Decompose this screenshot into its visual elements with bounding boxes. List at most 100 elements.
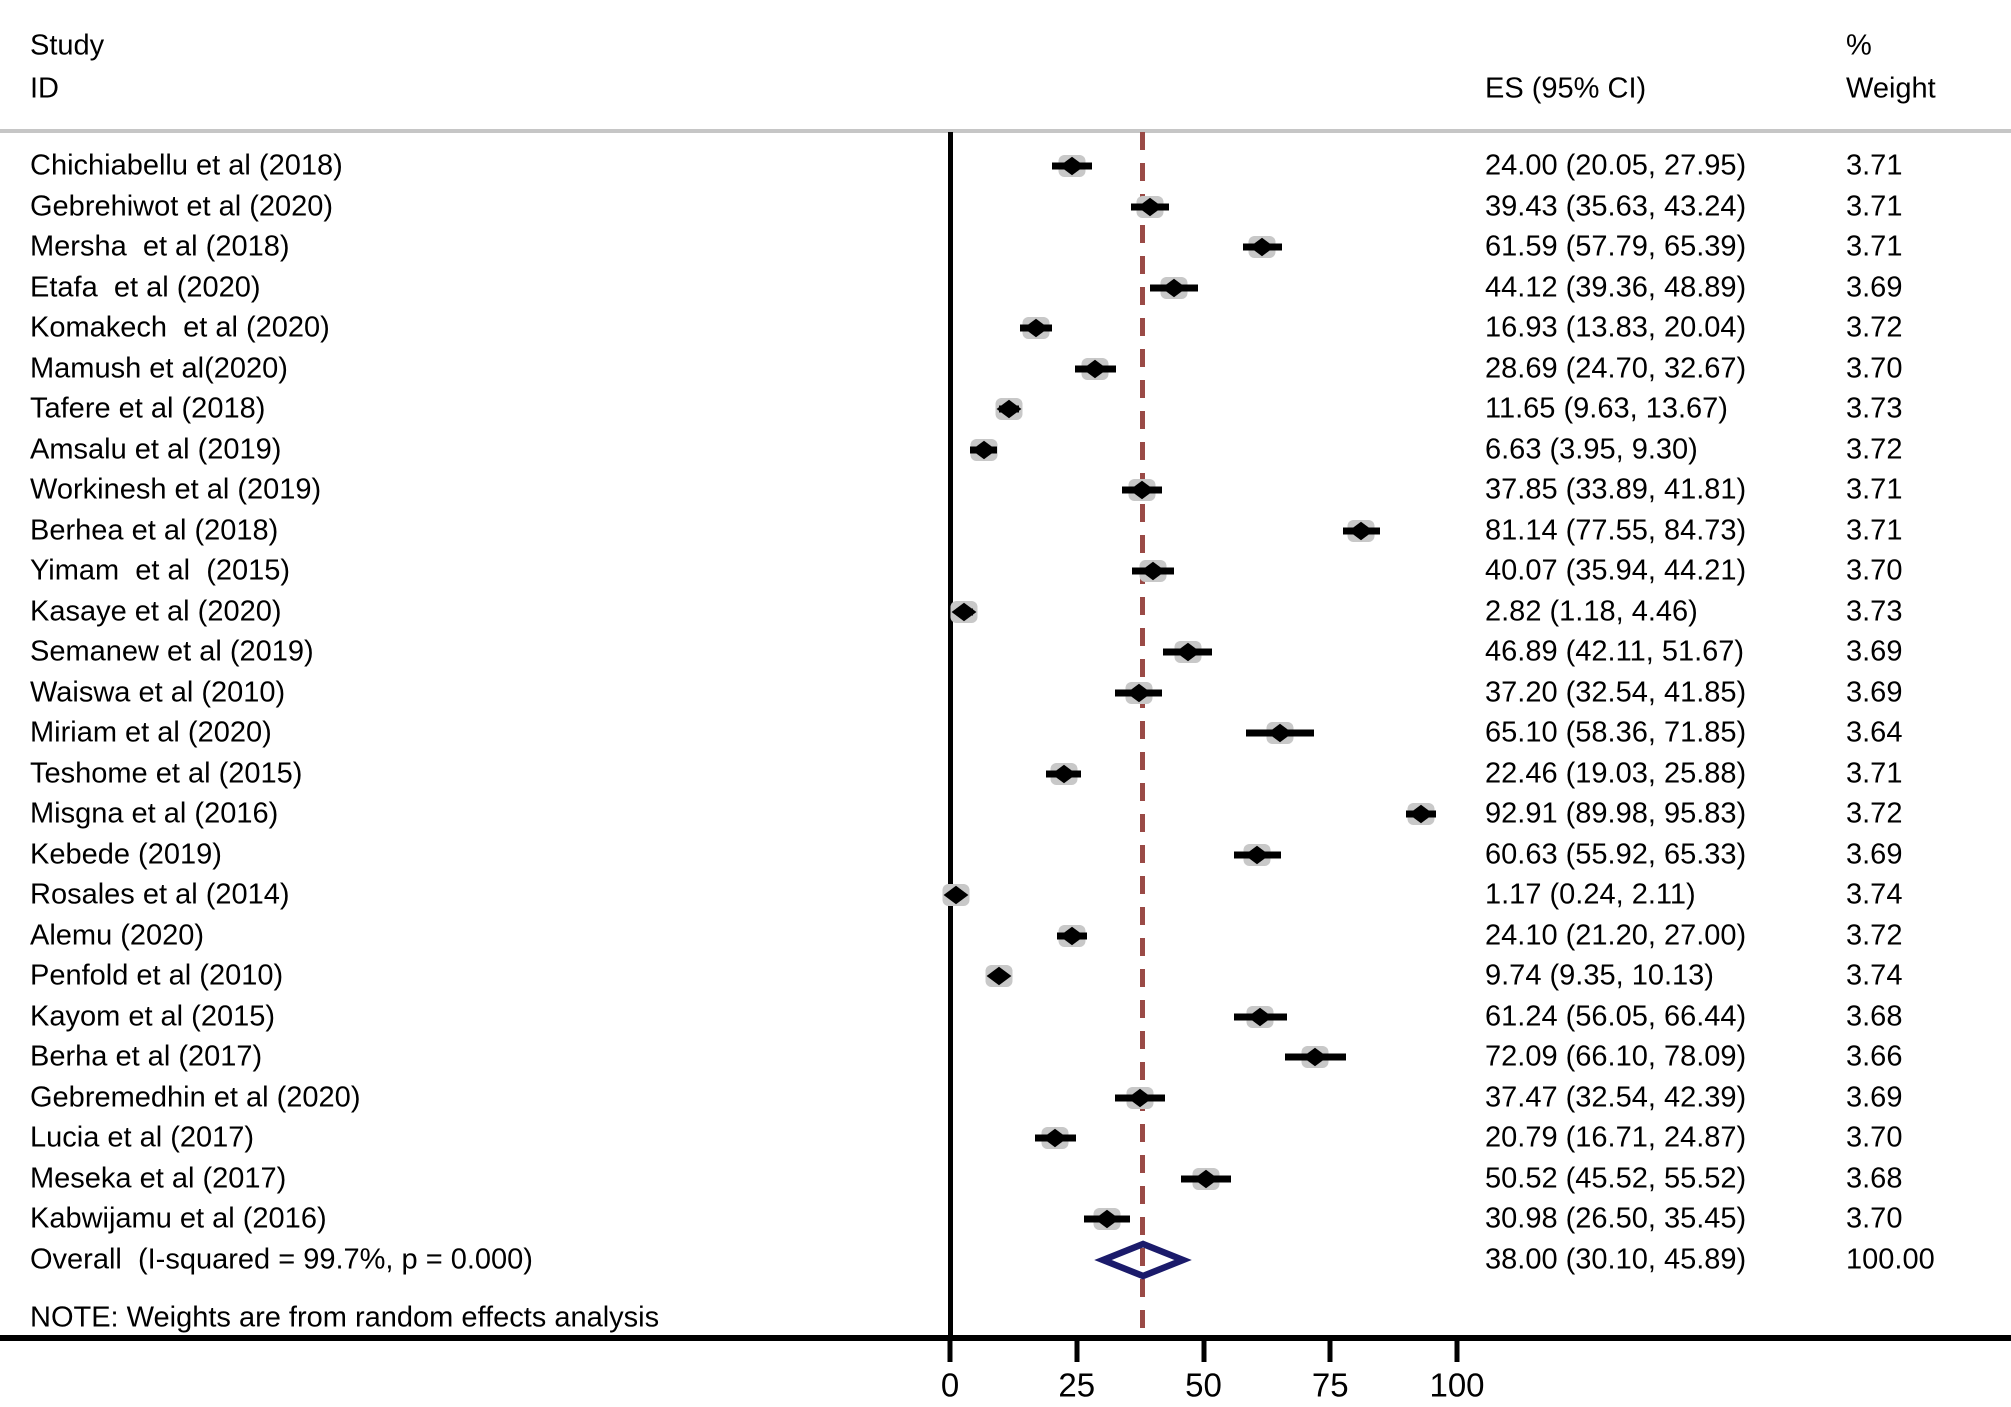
overall-es-ci-value: 38.00 (30.10, 45.89) (1485, 1243, 1747, 1276)
weight-value: 3.69 (1846, 271, 1903, 303)
es-ci-value: 28.69 (24.70, 32.67) (1485, 352, 1747, 384)
es-ci-value: 11.65 (9.63, 13.67) (1485, 392, 1728, 425)
weight-value: 3.73 (1846, 392, 1903, 425)
es-ci-value: 72.09 (66.10, 78.09) (1485, 1040, 1747, 1073)
es-ci-value: 16.93 (13.83, 20.04) (1485, 311, 1747, 344)
weight-value: 3.70 (1846, 554, 1903, 587)
column-header-study-line2: ID (30, 72, 59, 105)
x-axis-tick (1074, 1341, 1080, 1362)
es-ci-value: 9.74 (9.35, 10.13) (1485, 959, 1714, 992)
es-ci-value: 50.52 (45.52, 55.52) (1485, 1162, 1747, 1194)
reference-dashed-line (1140, 132, 1146, 1335)
es-ci-value: 24.00 (20.05, 27.95) (1485, 149, 1747, 182)
study-id-label: Berha et al (2017) (30, 1040, 263, 1073)
es-ci-value: 37.20 (32.54, 41.85) (1485, 676, 1747, 708)
x-axis-line (0, 1335, 2011, 1341)
study-id-label: Mersha et al (2018) (30, 230, 290, 263)
weight-value: 3.73 (1846, 595, 1903, 627)
weight-value: 3.71 (1846, 514, 1903, 546)
x-axis-tick (1327, 1341, 1333, 1362)
study-id-label: Komakech et al (2020) (30, 311, 330, 344)
study-id-label: Chichiabellu et al (2018) (30, 149, 343, 182)
weight-value: 3.71 (1846, 757, 1903, 789)
weight-value: 3.71 (1846, 230, 1903, 263)
es-ci-value: 40.07 (35.94, 44.21) (1485, 554, 1747, 587)
es-ci-value: 81.14 (77.55, 84.73) (1485, 514, 1747, 546)
es-ci-value: 39.43 (35.63, 43.24) (1485, 190, 1747, 222)
study-id-label: Kayom et al (2015) (30, 1000, 276, 1032)
study-id-label: Berhea et al (2018) (30, 514, 279, 546)
weight-value: 3.66 (1846, 1040, 1903, 1073)
study-id-label: Workinesh et al (2019) (30, 473, 322, 506)
study-id-label: Misgna et al (2016) (30, 797, 279, 830)
es-ci-value: 60.63 (55.92, 65.33) (1485, 838, 1747, 870)
study-id-label: Waiswa et al (2010) (30, 676, 286, 708)
es-ci-value: 20.79 (16.71, 24.87) (1485, 1121, 1747, 1154)
es-ci-value: 46.89 (42.11, 51.67) (1485, 635, 1745, 668)
overall-weight-value: 100.00 (1846, 1243, 1935, 1276)
column-header-percent: % (1846, 29, 1872, 62)
weight-value: 3.72 (1846, 311, 1903, 344)
x-axis-tick-label: 100 (1429, 1366, 1485, 1404)
zero-axis-line (947, 132, 953, 1335)
es-ci-value: 24.10 (21.20, 27.00) (1485, 919, 1747, 951)
weight-value: 3.70 (1846, 1202, 1903, 1235)
x-axis-tick (947, 1341, 953, 1362)
x-axis-tick (1454, 1341, 1460, 1362)
es-ci-value: 6.63 (3.95, 9.30) (1485, 433, 1698, 465)
es-ci-value: 1.17 (0.24, 2.11) (1485, 878, 1696, 911)
x-axis-tick-label: 0 (940, 1366, 960, 1404)
weight-value: 3.72 (1846, 433, 1903, 465)
weight-value: 3.74 (1846, 878, 1903, 911)
column-header-weight: Weight (1846, 72, 1936, 105)
x-axis-tick (1201, 1341, 1206, 1362)
es-ci-value: 37.85 (33.89, 41.81) (1485, 473, 1747, 506)
weight-value: 3.70 (1846, 1121, 1903, 1154)
header-divider-rule (0, 129, 2011, 133)
study-id-label: Miriam et al (2020) (30, 716, 272, 749)
weight-value: 3.72 (1846, 797, 1903, 830)
weight-value: 3.71 (1846, 473, 1903, 506)
weight-value: 3.72 (1846, 919, 1903, 951)
column-header-study-line1: Study (30, 29, 105, 62)
study-id-label: Gebrehiwot et al (2020) (30, 190, 334, 222)
x-axis-tick-label: 50 (1185, 1366, 1222, 1404)
weight-value: 3.69 (1846, 676, 1903, 708)
study-id-label: Kasaye et al (2020) (30, 595, 282, 627)
weight-value: 3.71 (1846, 149, 1903, 182)
weight-value: 3.71 (1846, 190, 1903, 222)
study-id-label: Tafere et al (2018) (30, 392, 266, 425)
study-id-label: Gebremedhin et al (2020) (30, 1081, 361, 1113)
es-ci-value: 65.10 (58.36, 71.85) (1485, 716, 1747, 749)
es-ci-value: 61.24 (56.05, 66.44) (1485, 1000, 1747, 1032)
study-id-label: Lucia et al (2017) (30, 1121, 255, 1154)
weight-value: 3.69 (1846, 635, 1903, 668)
weight-value: 3.74 (1846, 959, 1903, 992)
weight-value: 3.64 (1846, 716, 1903, 749)
note-text: NOTE: Weights are from random effects an… (30, 1301, 660, 1334)
study-id-label: Teshome et al (2015) (30, 757, 303, 789)
es-ci-value: 92.91 (89.98, 95.83) (1485, 797, 1747, 830)
study-id-label: Amsalu et al (2019) (30, 433, 282, 465)
overall-diamond-shape (1093, 1240, 1192, 1280)
x-axis-tick-label: 75 (1311, 1366, 1349, 1404)
study-id-label: Etafa et al (2020) (30, 271, 261, 303)
es-ci-value: 37.47 (32.54, 42.39) (1485, 1081, 1747, 1113)
study-id-label: Alemu (2020) (30, 919, 205, 951)
overall-label: Overall (I-squared = 99.7%, p = 0.000) (30, 1243, 533, 1276)
overall-diamond (1093, 1240, 1192, 1280)
es-ci-value: 22.46 (19.03, 25.88) (1485, 757, 1747, 789)
study-id-label: Mamush et al(2020) (30, 352, 288, 384)
study-id-label: Semanew et al (2019) (30, 635, 314, 668)
es-ci-value: 30.98 (26.50, 35.45) (1485, 1202, 1747, 1235)
x-axis-tick-label: 25 (1058, 1366, 1096, 1404)
weight-value: 3.69 (1846, 1081, 1903, 1113)
study-id-label: Kabwijamu et al (2016) (30, 1202, 327, 1235)
study-id-label: Rosales et al (2014) (30, 878, 290, 911)
es-ci-value: 61.59 (57.79, 65.39) (1485, 230, 1747, 263)
column-header-es-ci: ES (95% CI) (1485, 72, 1647, 105)
study-id-label: Penfold et al (2010) (30, 959, 284, 992)
es-ci-value: 44.12 (39.36, 48.89) (1485, 271, 1747, 303)
weight-value: 3.68 (1846, 1162, 1903, 1194)
